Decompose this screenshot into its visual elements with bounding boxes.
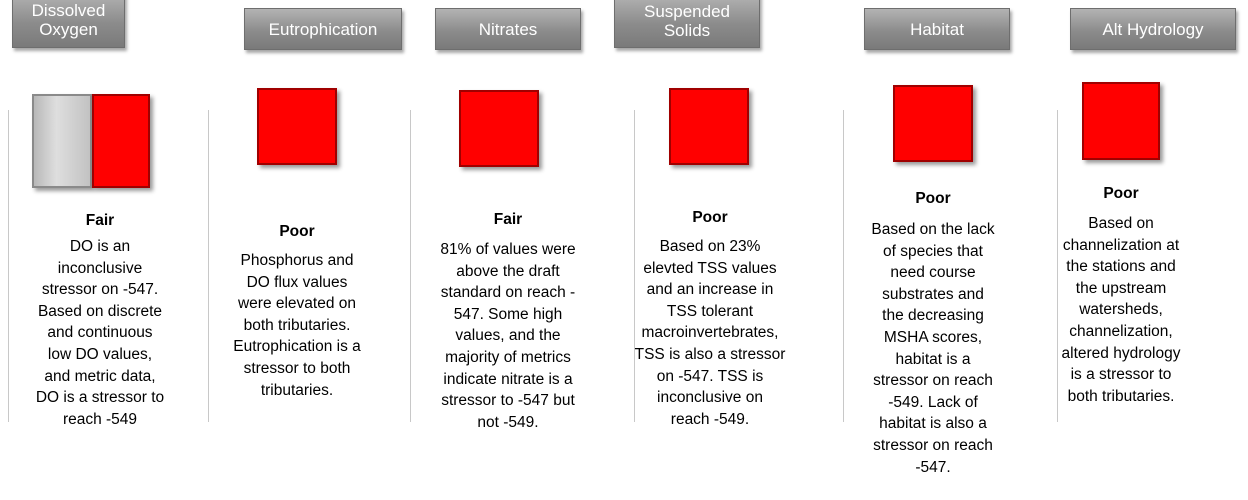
description-line: majority of metrics [445,348,571,366]
description-line: above the draft [456,262,560,280]
description-line: were elevated on [237,295,357,313]
separator [208,110,209,422]
status-square [669,88,749,165]
rating: Poor [915,190,951,207]
category-header: Suspended Solids [614,0,760,48]
category-header: Alt Hydrology [1070,8,1236,50]
description-line: -549. Lack of [888,393,978,411]
separator [410,110,411,422]
rating: Fair [85,212,115,229]
description-line: TSS is also a stressor [634,345,786,363]
description-line: MSHA scores, [883,328,983,346]
description: Based on the lack of species that need cou… [833,219,1033,478]
separator [1057,110,1058,422]
description-line: elevted TSS values [643,259,777,277]
description-line: Based on discrete [37,302,163,320]
separator [843,110,844,422]
status-square [1082,82,1160,160]
description-line: Based on [1088,215,1154,232]
rating: Poor [692,209,728,226]
description-line: stressor to -547 but [441,392,575,410]
rating: Fair [493,211,523,228]
description-line: stressor on -547. [41,281,159,299]
description-line: DO is an [69,238,131,255]
description: Based on channelization at the stations an… [1021,213,1221,407]
rating: Poor [1103,185,1139,202]
description-line: Eutrophication is a [233,338,361,356]
description: DO is an inconclusive stressor on -547. Bas… [0,236,200,430]
description-line: and continuous [47,324,153,342]
description-line: DO flux values [246,273,348,291]
description-line: the decreasing [882,307,984,325]
description-line: substrates and [882,285,984,303]
separator [634,110,635,422]
description-line: habitat is also a [879,415,987,433]
description-line: 81% of values were [440,241,576,258]
description-line: macroinvertebrates, [641,324,779,342]
description-line: reach -549 [62,410,138,428]
description-line: TSS tolerant [666,302,754,320]
description: Based on 23% elevted TSS values and an inc… [610,236,810,430]
description-line: altered hydrology [1061,344,1181,362]
category-header: Nitrates [435,8,581,50]
description-line: the upstream [1075,279,1167,297]
status-square [459,90,539,167]
separator [8,110,9,422]
description-line: -547. [915,458,951,476]
description-line: on -547. TSS is [656,367,764,385]
status-square [257,88,337,165]
category-header: Habitat [864,8,1010,50]
description-line: and metric data, [44,367,156,385]
description-line: standard on reach - [440,284,576,302]
description-line: low DO values, [47,345,153,363]
description-line: tributaries. [260,381,334,399]
description-line: inconclusive [57,259,143,277]
description-line: indicate nitrate is a [443,370,573,388]
description-line: channelization at [1062,236,1180,254]
status-square [32,94,92,188]
description: Phosphorus and DO flux values were elevate… [197,250,397,401]
description-line: values, and the [455,327,561,345]
description-line: stressor on reach [873,436,993,454]
description-line: is a stressor to [1070,366,1172,384]
description: 81% of values were above the draft standar… [408,239,608,433]
rating: Poor [279,223,315,240]
description-line: Phosphorus and [240,252,354,269]
description-line: stressor to both [243,359,351,377]
description-line: Based on 23% [659,238,761,255]
status-square [893,85,973,162]
description-line: watersheds, [1079,301,1163,319]
description-line: inconclusive on [657,389,763,407]
description-line: of species that [883,242,983,260]
description-line: stressor on reach [873,372,993,390]
category-header: Eutrophication [244,8,402,50]
description-line: need course [890,264,976,282]
description-line: not -549. [477,413,539,431]
description-line: DO is a stressor to [35,389,165,407]
description-line: both tributaries. [243,316,351,334]
category-header: Dissolved Oxygen [12,0,125,48]
description-line: habitat is a [895,350,971,368]
description-line: both tributaries. [1067,387,1175,405]
description-line: channelization, [1069,322,1173,340]
description-line: reach -549. [670,410,750,428]
description-line: the stations and [1066,258,1176,276]
description-line: and an increase in [646,281,774,299]
status-square [92,94,150,188]
description-line: 547. Some high [453,305,563,323]
description-line: Based on the lack [871,221,995,238]
